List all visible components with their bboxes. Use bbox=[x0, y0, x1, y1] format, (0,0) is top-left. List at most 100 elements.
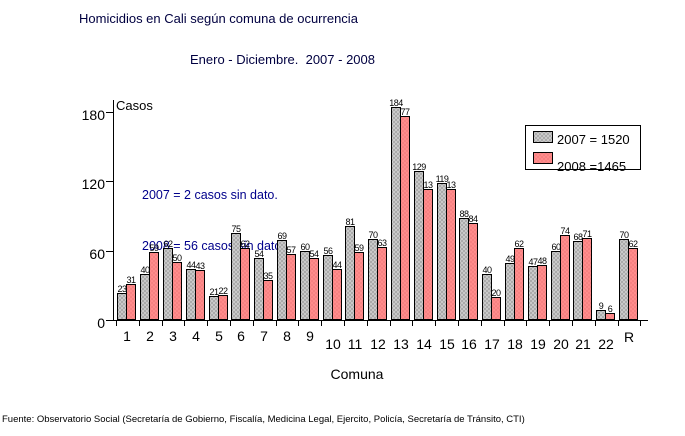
x-tick bbox=[139, 320, 140, 326]
x-tick bbox=[572, 320, 573, 326]
x-tick bbox=[207, 320, 208, 326]
bar-value-label-2007-comuna-9: 60 bbox=[300, 242, 310, 252]
legend-label-2008: 2008 =1465 bbox=[557, 159, 627, 174]
bar-value-label-2007-comuna-5: 21 bbox=[209, 287, 219, 297]
bar-value-label-2007-comuna-19: 47 bbox=[528, 257, 538, 267]
bar-2008-comuna-18 bbox=[514, 248, 524, 320]
x-tick-label-17: 17 bbox=[484, 336, 500, 352]
x-tick bbox=[549, 320, 550, 326]
bar-value-label-2007-comuna-7: 54 bbox=[254, 249, 264, 259]
x-tick bbox=[344, 320, 345, 326]
bar-value-label-2007-comuna-4: 44 bbox=[186, 260, 196, 270]
y-tick-label: 60 bbox=[89, 246, 105, 262]
y-axis-line bbox=[113, 100, 114, 321]
bar-value-label-2008-comuna-8: 57 bbox=[286, 245, 296, 255]
x-tick-label-3: 3 bbox=[169, 328, 177, 344]
bar-value-label-2008-comuna-R: 62 bbox=[628, 239, 638, 249]
bar-2008-comuna-13 bbox=[400, 116, 410, 320]
bar-2008-comuna-16 bbox=[468, 223, 478, 320]
bar-value-label-2007-comuna-15: 119 bbox=[435, 174, 449, 184]
x-tick bbox=[481, 320, 482, 326]
bar-value-label-2008-comuna-6: 62 bbox=[240, 239, 250, 249]
bar-2008-comuna-1 bbox=[126, 284, 136, 320]
x-tick-label-4: 4 bbox=[192, 328, 200, 344]
x-tick bbox=[618, 320, 619, 326]
bar-value-label-2008-comuna-15: 13 bbox=[446, 180, 456, 190]
bar-value-label-2007-comuna-6: 75 bbox=[231, 224, 241, 234]
x-tick-label-5: 5 bbox=[215, 328, 223, 344]
x-tick bbox=[253, 320, 254, 326]
bar-2008-comuna-11 bbox=[354, 252, 364, 320]
bar-2008-comuna-4 bbox=[195, 270, 205, 320]
x-tick-label-1: 1 bbox=[123, 328, 131, 344]
bar-2008-comuna-3 bbox=[172, 262, 182, 320]
legend: 2007 = 1520 2008 =1465 bbox=[525, 125, 641, 174]
bar-value-label-2008-comuna-13: 77 bbox=[400, 107, 410, 117]
bar-value-label-2008-comuna-3: 50 bbox=[172, 253, 182, 263]
bar-2008-comuna-17 bbox=[491, 297, 501, 320]
bar-2008-comuna-19 bbox=[537, 265, 547, 320]
bar-value-label-2007-comuna-22: 9 bbox=[598, 301, 604, 311]
bar-value-label-2008-comuna-20: 74 bbox=[560, 226, 570, 236]
bar-2008-comuna-2 bbox=[149, 252, 159, 320]
legend-label-2007: 2007 = 1520 bbox=[557, 132, 630, 147]
bar-value-label-2007-comuna-11: 81 bbox=[345, 217, 355, 227]
page-title: Homicidios en Cali según comuna de ocurr… bbox=[79, 11, 358, 26]
x-tick-label-11: 11 bbox=[347, 336, 363, 352]
bar-value-label-2007-comuna-17: 40 bbox=[482, 265, 492, 275]
x-tick-label-R: R bbox=[623, 329, 635, 345]
bar-2008-comuna-9 bbox=[309, 258, 319, 320]
x-tick-label-9: 9 bbox=[306, 328, 314, 344]
bar-value-label-2008-comuna-21: 71 bbox=[582, 229, 592, 239]
x-tick-label-22: 22 bbox=[598, 336, 614, 352]
x-axis-title: Comuna bbox=[330, 366, 384, 382]
y-tick bbox=[106, 251, 113, 252]
bar-value-label-2008-comuna-12: 63 bbox=[377, 238, 387, 248]
y-axis-title: Casos bbox=[116, 98, 153, 113]
bar-value-label-2008-comuna-2: 59 bbox=[149, 243, 159, 253]
annotation-line-2007: 2007 = 2 casos sin dato. bbox=[142, 188, 278, 202]
bar-2008-comuna-21 bbox=[582, 238, 592, 320]
x-tick bbox=[640, 320, 641, 326]
x-tick-label-8: 8 bbox=[283, 328, 291, 344]
x-tick-label-18: 18 bbox=[507, 336, 523, 352]
bar-2008-comuna-7 bbox=[263, 280, 273, 320]
bar-value-label-2007-comuna-12: 70 bbox=[368, 230, 378, 240]
bar-value-label-2008-comuna-14: 13 bbox=[423, 180, 433, 190]
x-axis-line bbox=[113, 320, 648, 321]
bar-2008-comuna-22 bbox=[605, 313, 615, 320]
y-tick-label: 180 bbox=[81, 107, 105, 123]
bar-2008-comuna-12 bbox=[377, 247, 387, 320]
bar-2008-comuna-10 bbox=[332, 269, 342, 320]
x-tick bbox=[526, 320, 527, 326]
bar-value-label-2008-comuna-9: 54 bbox=[309, 249, 319, 259]
x-tick bbox=[276, 320, 277, 326]
x-tick bbox=[184, 320, 185, 326]
y-tick-label: 0 bbox=[97, 315, 105, 331]
missing-data-annotation: 2007 = 2 casos sin dato. 2008 = 56 casos… bbox=[142, 153, 285, 289]
bar-value-label-2008-comuna-5: 22 bbox=[218, 286, 228, 296]
bar-value-label-2008-comuna-16: 84 bbox=[468, 214, 478, 224]
bar-value-label-2007-comuna-14: 129 bbox=[412, 162, 426, 172]
x-tick bbox=[504, 320, 505, 326]
x-tick bbox=[435, 320, 436, 326]
bar-value-label-2007-comuna-13: 184 bbox=[389, 98, 403, 108]
bar-value-label-2007-comuna-20: 60 bbox=[551, 242, 561, 252]
bar-2008-comuna-14 bbox=[423, 189, 433, 320]
x-tick bbox=[298, 320, 299, 326]
x-tick bbox=[162, 320, 163, 326]
legend-swatch-2008 bbox=[533, 152, 553, 164]
bar-value-label-2007-comuna-16: 88 bbox=[459, 209, 469, 219]
bar-2008-comuna-5 bbox=[218, 295, 228, 320]
bar-value-label-2008-comuna-17: 20 bbox=[491, 288, 501, 298]
bar-value-label-2007-comuna-3: 62 bbox=[163, 239, 173, 249]
x-tick bbox=[412, 320, 413, 326]
bar-value-label-2008-comuna-10: 44 bbox=[332, 260, 342, 270]
x-tick-label-15: 15 bbox=[439, 336, 455, 352]
x-tick bbox=[116, 320, 117, 326]
bar-value-label-2008-comuna-4: 43 bbox=[195, 261, 205, 271]
x-tick-label-14: 14 bbox=[416, 336, 432, 352]
bar-value-label-2007-comuna-2: 40 bbox=[140, 265, 150, 275]
x-tick-label-7: 7 bbox=[260, 328, 268, 344]
